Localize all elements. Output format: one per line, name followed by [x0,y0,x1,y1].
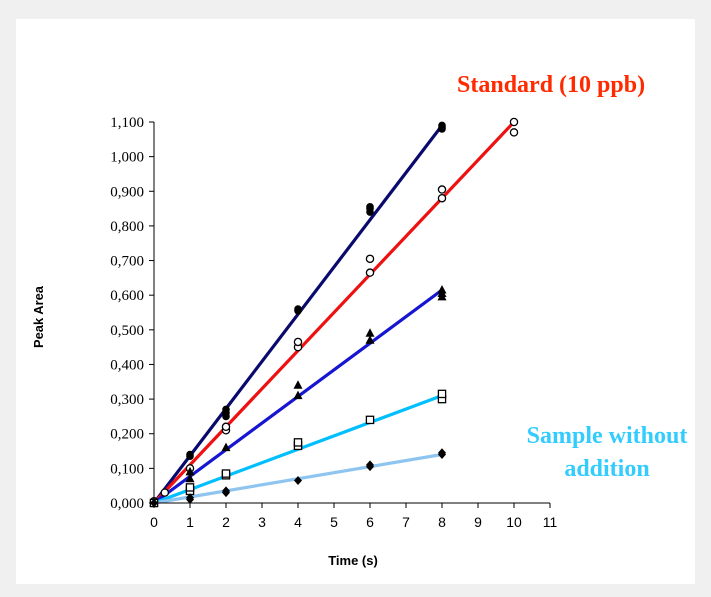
y-tick-label: 0,200 [110,427,144,443]
y-tick-label: 0,300 [110,392,144,408]
data-point-red [221,422,231,432]
data-point-blue [185,473,195,483]
data-point-cyan [293,438,303,447]
x-tick-label: 9 [474,514,482,530]
data-point-blue [221,442,231,452]
data-point-red [509,128,519,137]
x-tick-label: 3 [258,514,266,530]
chart-panel: 0,000 0,100 0,200 0,300 0,400 0,500 0,600 0,700… [16,19,695,584]
y-tick-label: 1,100 [110,115,144,131]
axes: 0,000 0,100 0,200 0,300 0,400 0,500 0,600 0,700… [110,115,557,530]
x-tick-label: 5 [330,514,338,530]
data-point-navy [294,305,302,313]
y-tick-label: 0,700 [110,254,144,270]
data-point-red [437,185,447,194]
data-point-lightblue [438,448,446,458]
x-tick-label: 6 [366,514,374,530]
x-tick-label: 4 [294,514,302,530]
data-point-navy [438,121,446,130]
data-point-cyan [185,483,195,492]
data-point-navy [186,450,194,459]
x-axis-title: Time (s) [328,553,378,568]
data-point-blue [365,328,375,337]
annotation-sample-line-1: Sample without [527,423,688,449]
data-point-blue [293,380,303,389]
data-points [149,117,519,508]
y-ticks: 0,000 0,100 0,200 0,300 0,400 0,500 0,600 0,700… [110,115,154,512]
data-point-lightblue [222,486,230,496]
x-tick-label: 0 [150,514,158,530]
data-point-red [293,337,303,347]
data-point-navy [222,405,230,414]
y-tick-label: 1,000 [110,150,144,166]
y-axis-title: Peak Area [31,285,46,348]
x-tick-label: 1 [186,514,194,530]
data-point-red [365,254,375,264]
annotation-sample-line-2: addition [564,456,649,482]
y-tick-label: 0,100 [110,461,144,477]
y-tick-label: 0,000 [110,496,144,512]
fit-line-red [152,120,516,505]
fit-lines [152,120,516,505]
data-point-navy [366,203,374,211]
y-tick-label: 0,600 [110,288,144,304]
x-tick-label: 10 [506,514,522,530]
x-tick-label: 7 [402,514,410,530]
chart-svg: 0,000 0,100 0,200 0,300 0,400 0,500 0,600 0,700… [31,72,688,568]
data-point-red [509,117,519,127]
y-tick-label: 0,800 [110,219,144,235]
data-point-blue [437,284,447,294]
data-point-cyan [221,469,231,478]
x-tick-label: 8 [438,514,446,530]
data-point-red [365,268,375,277]
data-point-red [160,488,170,497]
data-point-blue [185,466,195,476]
data-point-blue [293,390,303,400]
y-tick-label: 0,900 [110,184,144,200]
data-point-cyan [437,389,447,399]
x-ticks: 0 1 2 3 4 5 6 7 8 9 10 11 [150,503,557,530]
data-point-cyan [365,415,375,425]
data-point-blue [365,335,375,344]
data-point-lightblue [294,475,302,485]
x-tick-label: 11 [543,514,558,530]
x-tick-label: 2 [222,514,230,530]
y-tick-label: 0,500 [110,323,144,339]
data-point-red [437,193,447,203]
data-point-lightblue [186,493,194,503]
annotation-standard: Standard (10 ppb) [457,72,645,98]
data-point-lightblue [366,460,374,470]
y-tick-label: 0,400 [110,357,144,373]
